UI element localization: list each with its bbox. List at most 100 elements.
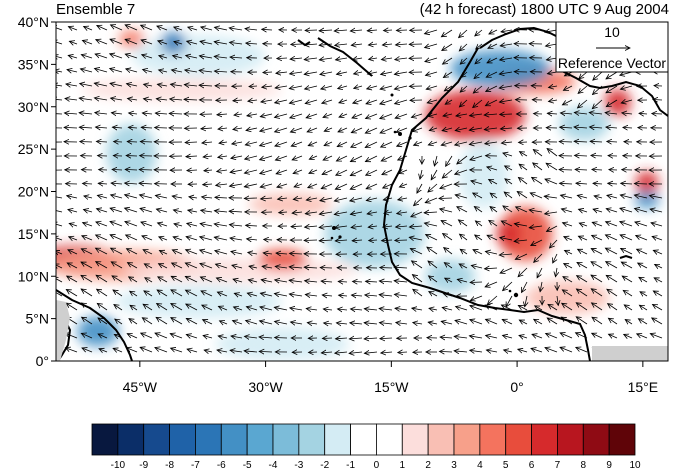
- wind-vector: [125, 183, 138, 184]
- wind-vector: [354, 86, 363, 88]
- wind-vector: [125, 195, 138, 198]
- wind-vector: [338, 309, 348, 310]
- wind-vector: [247, 293, 258, 296]
- wind-vector: [246, 225, 258, 226]
- wind-vector: [394, 72, 408, 74]
- wind-vector: [620, 208, 633, 212]
- wind-vector: [503, 335, 513, 338]
- wind-vector: [459, 29, 468, 38]
- wind-vector: [260, 307, 273, 310]
- wind-vector: [352, 240, 363, 241]
- wind-vector: [560, 113, 573, 114]
- wind-vector: [639, 113, 648, 114]
- colorbar-swatch-0: [91, 423, 119, 456]
- wind-vector: [96, 235, 108, 241]
- wind-vector: [339, 295, 348, 296]
- wind-vector: [56, 85, 63, 86]
- wind-vector: [69, 237, 78, 240]
- wind-vector: [274, 307, 288, 310]
- wind-vector: [215, 197, 228, 198]
- wind-vector: [322, 295, 333, 296]
- wind-vector: [159, 251, 168, 255]
- wind-vector: [155, 195, 168, 198]
- wind-vector: [531, 348, 543, 352]
- wind-vector: [409, 226, 423, 227]
- wind-vector: [68, 55, 78, 58]
- wind-vector: [336, 155, 348, 161]
- wind-vector: [234, 307, 243, 310]
- wind-vector: [380, 86, 393, 89]
- wind-vector: [620, 222, 633, 227]
- wind-vector: [395, 240, 408, 241]
- wind-vector: [547, 113, 558, 114]
- wind-vector: [111, 113, 123, 114]
- wind-vector: [620, 195, 633, 198]
- wind-vector: [351, 309, 363, 310]
- wind-vector: [230, 170, 243, 172]
- field-anomaly-8: [76, 316, 119, 347]
- wind-vector: [307, 323, 318, 324]
- wind-vector: [309, 170, 318, 173]
- wind-vector: [245, 336, 258, 338]
- wind-vector: [395, 100, 408, 104]
- wind-vector: [67, 276, 78, 283]
- wind-vector: [56, 56, 63, 58]
- wind-vector: [174, 27, 183, 30]
- wind-vector: [652, 318, 663, 325]
- wind-vector: [126, 348, 138, 353]
- colorbar-label-16: 6: [529, 460, 535, 471]
- wind-vector: [607, 141, 618, 142]
- wind-vector: [307, 128, 318, 132]
- wind-vector: [67, 70, 78, 72]
- wind-vector: [561, 209, 573, 212]
- wind-vector: [425, 30, 438, 34]
- wind-vector: [431, 169, 438, 180]
- wind-vector: [275, 266, 288, 268]
- wind-vector: [516, 207, 528, 213]
- wind-vector: [214, 224, 228, 226]
- wind-vector: [445, 278, 453, 282]
- wind-vector: [291, 44, 303, 45]
- wind-vector: [442, 43, 453, 51]
- colorbar-label-11: 1: [400, 460, 406, 471]
- wind-vector: [562, 290, 573, 297]
- wind-vector: [56, 291, 63, 297]
- wind-vector: [262, 86, 273, 87]
- wind-vector: [127, 84, 138, 86]
- wind-vector: [579, 209, 588, 212]
- wind-vector: [292, 212, 303, 213]
- wind-vector: [475, 235, 483, 241]
- wind-vector: [394, 281, 408, 282]
- wind-vector: [650, 196, 663, 199]
- wind-vector: [81, 249, 93, 255]
- wind-vector: [140, 347, 153, 353]
- wind-vector: [640, 292, 648, 296]
- wind-vector: [457, 207, 468, 213]
- wind-vector: [367, 212, 378, 214]
- wind-vector: [487, 235, 498, 241]
- wind-vector: [366, 183, 378, 189]
- wind-vector: [68, 210, 78, 213]
- wind-vector: [487, 167, 498, 170]
- wind-vector: [350, 323, 363, 324]
- wind-vector: [171, 290, 183, 297]
- wind-vector: [412, 128, 423, 132]
- map-plot-area: [56, 22, 668, 361]
- wind-vector: [80, 142, 93, 143]
- wind-vector: [305, 86, 318, 89]
- wind-vector: [82, 317, 93, 325]
- wind-vector: [548, 304, 558, 311]
- wind-vector: [353, 281, 363, 282]
- wind-vector: [591, 289, 603, 297]
- wind-vector: [217, 292, 228, 296]
- wind-vector: [157, 290, 168, 297]
- wind-vector: [234, 114, 243, 115]
- lat-label-6: 10°N: [18, 268, 49, 284]
- wind-vector: [454, 351, 468, 352]
- wind-vector: [608, 318, 618, 325]
- wind-vector: [502, 319, 513, 325]
- wind-vector: [366, 113, 378, 119]
- wind-vector: [199, 56, 213, 58]
- wind-vector: [56, 277, 63, 283]
- wind-vector: [289, 86, 303, 89]
